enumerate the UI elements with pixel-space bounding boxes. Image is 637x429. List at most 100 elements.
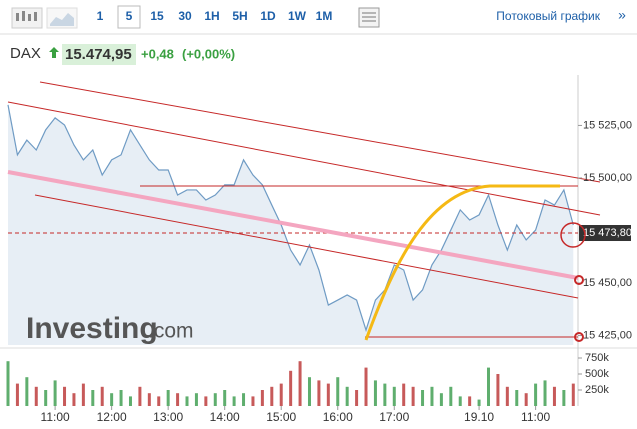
volume-bar (53, 380, 57, 406)
interval-button[interactable]: 15 (150, 9, 164, 23)
volume-bar (439, 393, 443, 406)
volume-bar (128, 396, 132, 406)
interval-button[interactable]: 1 (97, 9, 104, 23)
price-area (8, 104, 574, 345)
volume-bar (194, 393, 198, 406)
volume-bar (260, 390, 264, 406)
volume-bar (571, 383, 575, 406)
x-tick-label: 19.10 (464, 410, 494, 424)
interval-button[interactable]: 5H (232, 9, 247, 23)
symbol: DAX (10, 45, 41, 62)
selected-interval-box (117, 5, 141, 29)
volume-bar (110, 393, 114, 406)
interval-button[interactable]: 5 (126, 9, 133, 23)
volume-bar (449, 386, 453, 406)
drawings (7, 81, 601, 341)
volume-tick-label: 250k (585, 384, 609, 396)
volume-bar (364, 367, 368, 406)
area-icon[interactable] (46, 7, 78, 29)
volume-bar (232, 396, 236, 406)
volume-bar (223, 390, 227, 406)
toolbar (0, 0, 637, 34)
volume-bar (15, 383, 19, 406)
volume-bar (402, 383, 406, 406)
volume-bar (373, 380, 377, 406)
y-tick-label: 15 425,00 (583, 329, 632, 341)
change-pct: (+0,00%) (182, 46, 235, 61)
svg-text:.com: .com (148, 320, 194, 343)
volume-bar (317, 380, 321, 406)
volume-bar (204, 396, 208, 406)
volume-bar (185, 396, 189, 406)
stream-link[interactable]: Потоковый график (496, 9, 600, 23)
volume-bar (91, 390, 95, 406)
volume-bar (486, 367, 490, 406)
volume-bar (307, 377, 311, 406)
x-tick-label: 15:00 (266, 410, 296, 424)
x-tick-label: 16:00 (323, 410, 353, 424)
volume-bar (63, 386, 67, 406)
volume-bar (477, 399, 481, 406)
y-tick-label: 15 525,00 (583, 119, 632, 131)
volume-bar (242, 393, 246, 406)
volume-bar (355, 390, 359, 406)
y-tick-label: 15 500,00 (583, 172, 632, 184)
volume-bar (176, 393, 180, 406)
price-line (7, 104, 574, 333)
settings-icon[interactable] (358, 7, 380, 28)
y-tick-label: 15 450,00 (583, 277, 632, 289)
volume-bar (289, 370, 293, 406)
interval-button[interactable]: 1D (260, 9, 276, 23)
volume-bar (336, 377, 340, 406)
volume-bar (411, 386, 415, 406)
up-arrow (49, 47, 59, 58)
volume-bar (213, 393, 217, 406)
volume-bar (430, 386, 434, 406)
volume-bar (496, 374, 500, 406)
volume-bar (468, 396, 472, 406)
volume-bar (166, 390, 170, 406)
interval-button[interactable]: 30 (178, 9, 192, 23)
volume-bar (543, 380, 547, 406)
last-price-label: 15 473,80 (583, 227, 632, 239)
volume-bar (534, 383, 538, 406)
volume-tick-label: 500k (585, 368, 609, 380)
volume-bar (552, 386, 556, 406)
x-tick-label: 11:00 (41, 410, 70, 424)
volume-bar (119, 390, 123, 406)
volume-bar (458, 396, 462, 406)
volume-bar (515, 390, 519, 406)
volume-bar (270, 386, 274, 406)
x-tick-label: 14:00 (210, 410, 240, 424)
watermark: Investing .com (26, 312, 194, 345)
volume-bar (147, 393, 151, 406)
x-tick-label: 17:00 (379, 410, 409, 424)
interval-button[interactable]: 1W (288, 9, 307, 23)
volume-bar (6, 361, 10, 406)
markers (560, 222, 586, 342)
interval-button[interactable]: 1M (316, 9, 333, 23)
volume-bar (421, 390, 425, 406)
volume-bar (524, 393, 528, 406)
x-tick-label: 11:00 (521, 410, 550, 424)
volume-bar (100, 386, 104, 406)
volume-bar (279, 383, 283, 406)
volume-bar (383, 383, 387, 406)
volume-bar (392, 386, 396, 406)
svg-text:Investing: Investing (26, 312, 158, 345)
volume-bar (326, 383, 330, 406)
change: +0,48 (141, 46, 174, 61)
volume-tick-label: 750k (585, 352, 609, 364)
price: 15.474,95 (65, 46, 132, 63)
interval-button[interactable]: 1H (204, 9, 219, 23)
volume-bar (345, 386, 349, 406)
volume-bar (25, 377, 29, 406)
candles-icon[interactable] (11, 7, 43, 29)
volume-bar (81, 383, 85, 406)
x-tick-label: 12:00 (97, 410, 127, 424)
stream-arrow[interactable]: » (618, 7, 626, 23)
volume-bar (44, 390, 48, 406)
volume-bar (505, 386, 509, 406)
